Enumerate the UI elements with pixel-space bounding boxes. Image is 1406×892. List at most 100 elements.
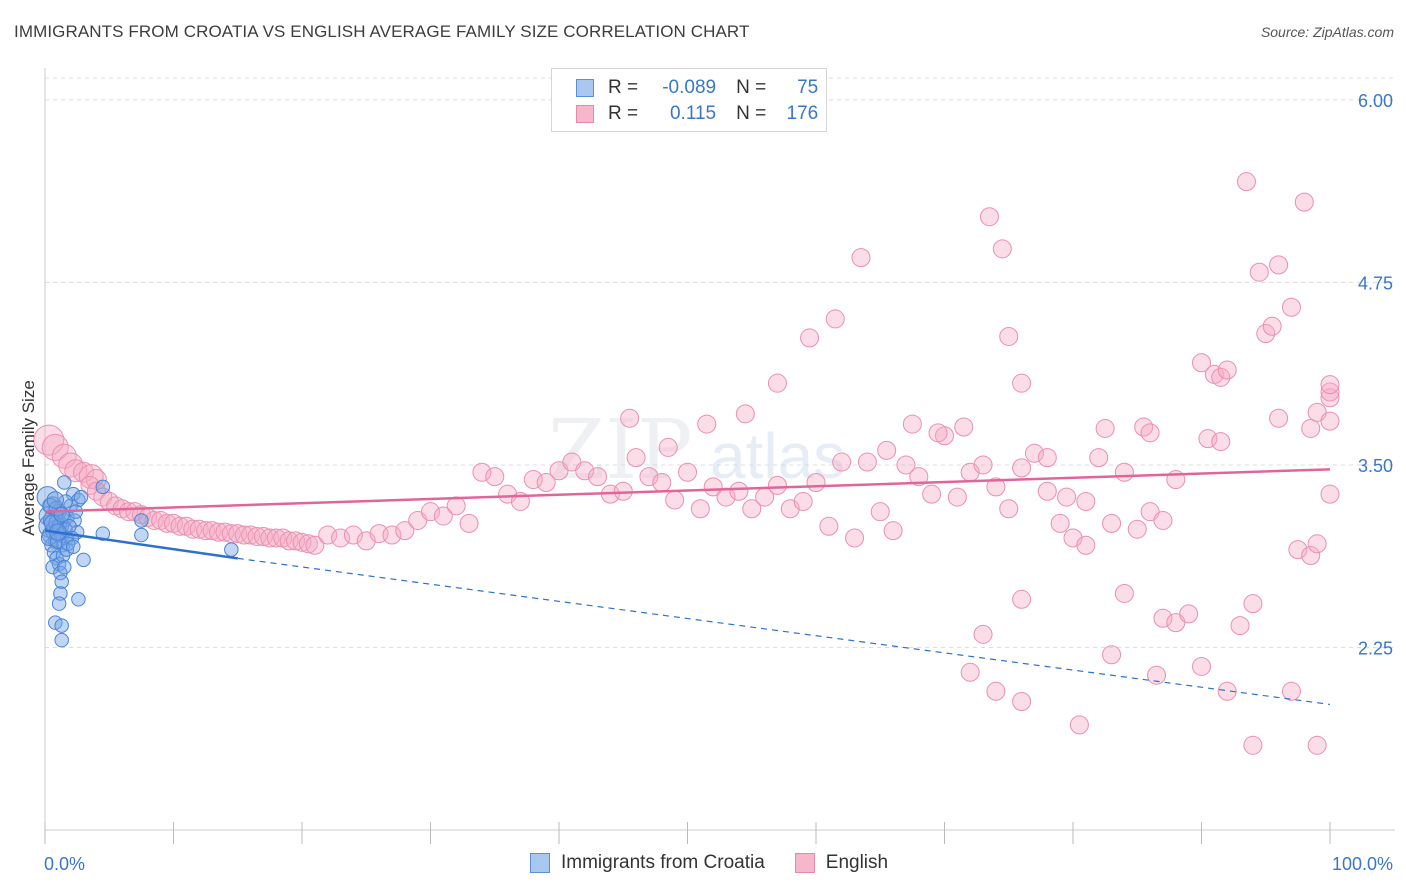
- legend-r-value: -0.089: [662, 77, 717, 98]
- english-point: [1320, 484, 1340, 504]
- english-point: [1262, 316, 1282, 336]
- croatia-point: [66, 539, 81, 554]
- english-trend-line: [44, 468, 1331, 513]
- croatia-point: [54, 632, 69, 648]
- english-point: [902, 414, 922, 434]
- english-point: [1012, 692, 1032, 712]
- y-axis-label: Average Family Size: [19, 380, 38, 536]
- english-point: [857, 452, 877, 472]
- english-point: [742, 499, 762, 519]
- y-tick-label: 2.25: [1358, 638, 1393, 658]
- english-point: [119, 502, 139, 522]
- english-point: [51, 443, 77, 469]
- english-point: [144, 510, 164, 530]
- legend-r-label: R =: [608, 103, 639, 124]
- english-points: [33, 172, 1340, 755]
- croatia-point: [54, 618, 69, 633]
- english-point: [639, 467, 659, 487]
- english-point: [1127, 519, 1147, 539]
- english-point: [446, 496, 466, 516]
- x-tick-label: 0.0%: [44, 854, 85, 874]
- series-label-croatia: Immigrants from Croatia: [561, 852, 765, 873]
- y-tick-label: 6.00: [1358, 91, 1393, 111]
- english-point: [1153, 510, 1173, 530]
- english-point: [472, 462, 492, 482]
- legend-row-english: R = 0.115 N = 176: [576, 102, 818, 126]
- english-point: [652, 472, 672, 492]
- series-legend-english[interactable]: English: [794, 852, 888, 874]
- english-point: [1320, 411, 1340, 431]
- english-point: [697, 414, 717, 434]
- chart-title: IMMIGRANTS FROM CROATIA VS ENGLISH AVERA…: [14, 22, 750, 41]
- english-point: [1320, 375, 1340, 395]
- english-point: [767, 475, 787, 495]
- english-point: [1211, 367, 1231, 387]
- x-tick-label: 100.0%: [1332, 854, 1393, 874]
- english-point: [382, 525, 402, 545]
- english-point: [806, 472, 826, 492]
- english-point: [1095, 418, 1115, 438]
- english-point: [883, 521, 903, 541]
- y-tick-label: 4.75: [1358, 273, 1393, 293]
- english-point: [690, 499, 710, 519]
- croatia-point: [95, 526, 111, 541]
- english-point: [1037, 448, 1057, 468]
- series-legend: Immigrants from Croatia English: [530, 852, 918, 874]
- english-point: [1269, 408, 1289, 428]
- source-label: Source: ZipAtlas.com: [1260, 24, 1394, 40]
- croatia-trend-line: [44, 529, 238, 560]
- english-point: [999, 499, 1019, 519]
- legend-n-label: N =: [736, 103, 767, 124]
- english-point: [1102, 645, 1122, 665]
- english-point: [845, 528, 865, 548]
- english-point: [793, 491, 813, 511]
- english-point: [626, 448, 646, 468]
- english-point: [1102, 513, 1122, 533]
- croatia-point: [73, 489, 89, 505]
- english-point: [421, 502, 440, 522]
- english-point: [825, 309, 845, 329]
- english-point: [41, 433, 69, 461]
- english-point: [658, 437, 678, 457]
- english-point: [1114, 462, 1134, 482]
- english-point: [1256, 324, 1276, 344]
- english-point: [954, 417, 974, 437]
- english-point: [1301, 418, 1321, 438]
- croatia-point: [54, 574, 69, 590]
- series-legend-croatia[interactable]: Immigrants from Croatia: [530, 852, 765, 874]
- english-point: [292, 532, 312, 552]
- legend-n-value: 75: [797, 77, 819, 98]
- english-point: [1153, 608, 1173, 628]
- english-point: [1076, 491, 1096, 511]
- english-point: [298, 534, 318, 554]
- english-point: [999, 326, 1019, 346]
- english-point: [73, 461, 95, 483]
- croatia-trend-extension: [237, 557, 1331, 706]
- english-point: [1236, 172, 1256, 192]
- english-point: [1230, 616, 1250, 636]
- english-point: [973, 455, 993, 475]
- croatia-point: [51, 596, 67, 611]
- english-point: [703, 477, 723, 497]
- english-point: [1217, 681, 1237, 701]
- english-point: [1249, 262, 1269, 282]
- english-point: [1307, 534, 1327, 554]
- english-point: [1243, 735, 1263, 755]
- english-point: [1089, 448, 1109, 468]
- english-point: [459, 513, 479, 533]
- english-point: [986, 477, 1006, 497]
- y-tick-labels: 2.25 3.50 4.75 6.00: [1358, 91, 1393, 659]
- croatia-points: [36, 475, 239, 648]
- english-point: [1012, 589, 1032, 609]
- english-point: [318, 525, 338, 545]
- english-point: [767, 373, 787, 393]
- english-point: [909, 467, 929, 487]
- english-point: [485, 467, 505, 487]
- english-point: [523, 470, 543, 490]
- legend-n-label: N =: [736, 77, 767, 98]
- english-point: [1243, 594, 1263, 614]
- croatia-point: [46, 491, 65, 509]
- english-point: [1147, 665, 1167, 685]
- english-point: [986, 681, 1006, 701]
- english-point: [395, 521, 415, 541]
